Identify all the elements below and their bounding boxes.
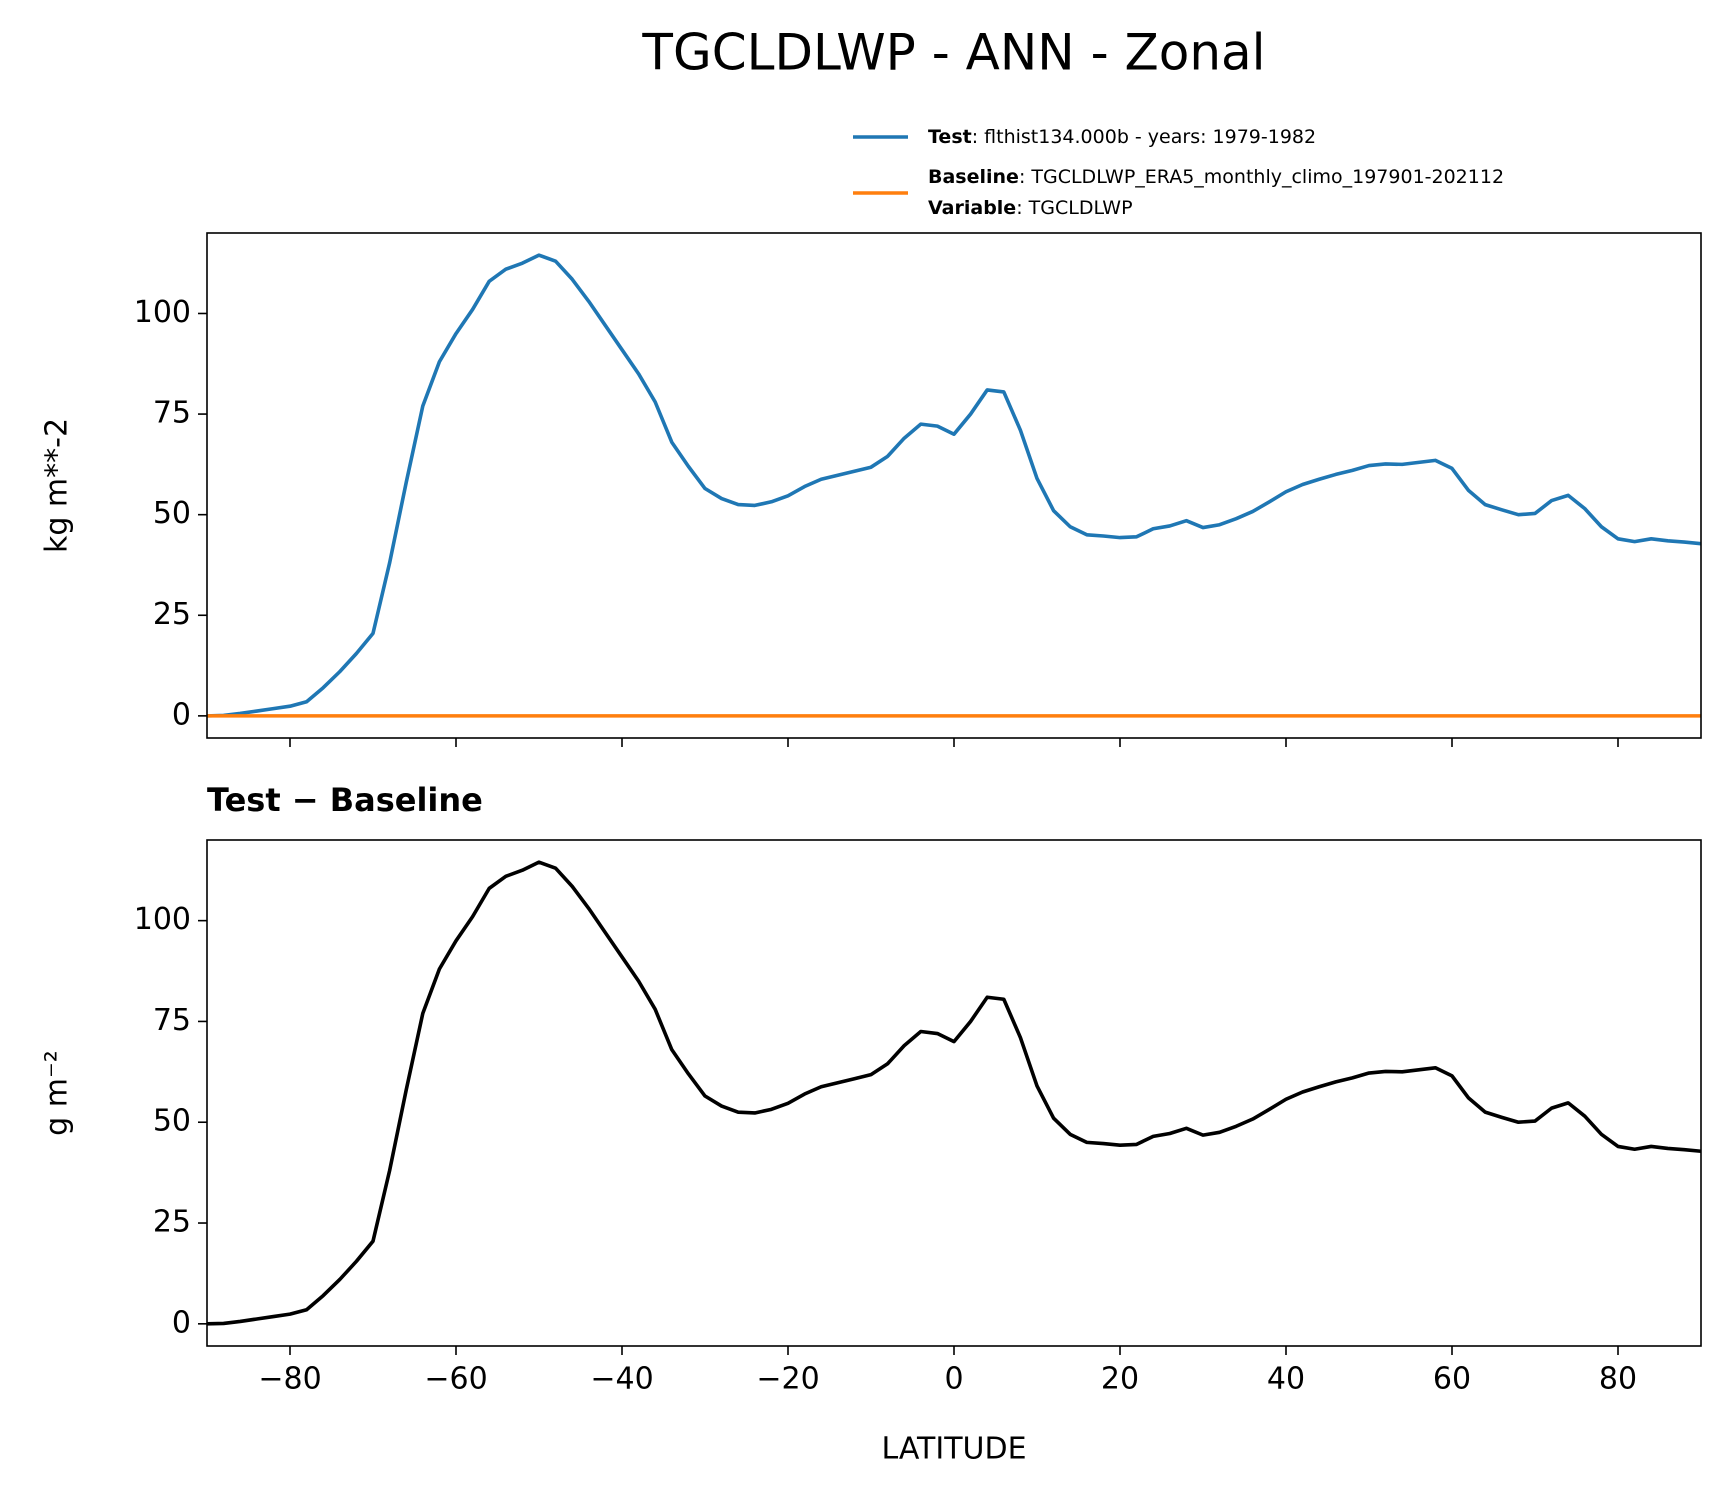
y-tick-label: 50 bbox=[153, 496, 191, 531]
y-tick-label: 50 bbox=[153, 1104, 191, 1139]
x-tick-label: −40 bbox=[590, 1362, 653, 1397]
axes-title: Test − Baseline bbox=[207, 781, 483, 819]
x-tick-label: −20 bbox=[756, 1362, 819, 1397]
x-axis-label: LATITUDE bbox=[881, 1432, 1026, 1467]
legend: Test: flthist134.000b - years: 1979-1982… bbox=[853, 126, 1504, 219]
y-tick-label: 100 bbox=[134, 295, 191, 330]
data-line bbox=[207, 253, 1701, 718]
x-tick-label: 20 bbox=[1101, 1362, 1139, 1397]
legend-label: Test: flthist134.000b - years: 1979-1982 bbox=[928, 126, 1316, 148]
x-tick-label: 60 bbox=[1433, 1362, 1471, 1397]
y-tick-label: 25 bbox=[153, 1205, 191, 1240]
legend-name: Variable bbox=[928, 197, 1016, 219]
y-axis-label: g m⁻² bbox=[40, 1050, 75, 1136]
x-tick-label: −80 bbox=[258, 1362, 321, 1397]
data-line bbox=[207, 860, 1701, 1326]
legend-label: Variable: TGCLDLWP bbox=[928, 197, 1133, 219]
axes: 0 25 50 75 100 kg m**-2 Test: flthist134.000b … bbox=[40, 126, 1702, 747]
legend-detail: : TGCLDLWP bbox=[1016, 197, 1132, 219]
y-tick-label: 75 bbox=[153, 396, 191, 431]
x-tick-label: 80 bbox=[1599, 1362, 1637, 1397]
legend-detail: : flthist134.000b - years: 1979-1982 bbox=[972, 126, 1316, 148]
y-tick-label: 25 bbox=[153, 597, 191, 632]
legend-label: Baseline: TGCLDLWP_ERA5_monthly_climo_19… bbox=[928, 166, 1504, 188]
legend-detail: : TGCLDLWP_ERA5_monthly_climo_197901-202… bbox=[1019, 166, 1504, 188]
figure-title: TGCLDLWP - ANN - Zonal bbox=[641, 24, 1265, 82]
y-tick-label: 75 bbox=[153, 1003, 191, 1038]
legend-name: Baseline bbox=[928, 166, 1019, 188]
x-tick-label: 0 bbox=[944, 1362, 963, 1397]
x-tick-label: 40 bbox=[1267, 1362, 1305, 1397]
y-axis-label: kg m**-2 bbox=[40, 418, 75, 553]
axes-frame bbox=[206, 839, 1702, 1347]
axes: 0 25 50 75 100 −80 −60 −40 −20 0 20 40 60 80 g m⁻² LATI… bbox=[40, 781, 1702, 1467]
axes-frame bbox=[206, 232, 1702, 739]
y-tick-label: 0 bbox=[172, 697, 191, 732]
x-tick-label: −60 bbox=[424, 1362, 487, 1397]
y-tick-label: 0 bbox=[172, 1305, 191, 1340]
legend-name: Test bbox=[928, 126, 972, 148]
y-tick-label: 100 bbox=[134, 902, 191, 937]
